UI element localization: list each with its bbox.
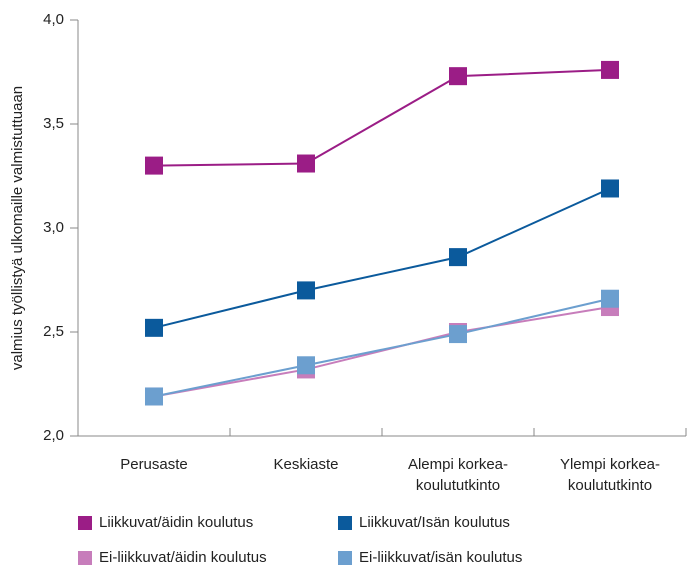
marker (297, 356, 315, 375)
legend-swatch (78, 551, 92, 565)
series-line (153, 68, 611, 167)
y-tick-label: 3,0 (43, 219, 64, 236)
marker (297, 154, 315, 173)
series-line (153, 306, 611, 398)
x-tick-label: Alempi korkea- koulututkinto (407, 456, 509, 494)
y-tick-label: 2,0 (43, 427, 64, 444)
y-axis-label: valmius työllistyä ulkomaille valmistutt… (9, 86, 26, 370)
legend-label: Liikkuvat/äidin koulutus (99, 514, 253, 531)
legend-swatch (338, 516, 352, 530)
marker (449, 67, 467, 86)
marker (601, 179, 619, 198)
y-tick-label: 2,5 (43, 323, 64, 340)
marker (449, 248, 467, 267)
marker (601, 60, 619, 79)
series-line (153, 297, 611, 398)
marker (145, 387, 163, 406)
marker (601, 289, 619, 308)
legend-label: Ei-liikkuvat/äidin koulutus (99, 549, 267, 566)
legend-label: Ei-liikkuvat/isän koulutus (359, 549, 522, 566)
x-tick-label: Perusaste (120, 456, 188, 473)
marker (145, 156, 163, 175)
marker (145, 318, 163, 337)
legend-swatch (338, 551, 352, 565)
y-tick-label: 4,0 (43, 11, 64, 28)
x-tick-label: Keskiaste (273, 456, 339, 473)
legend-label: Liikkuvat/Isän koulutus (359, 514, 510, 531)
series-line (153, 187, 611, 329)
marker (449, 325, 467, 344)
x-tick-label: Ylempi korkea- koulututkinto (559, 456, 661, 494)
y-tick-label: 3,5 (43, 115, 64, 132)
marker (297, 281, 315, 300)
legend-swatch (78, 516, 92, 530)
